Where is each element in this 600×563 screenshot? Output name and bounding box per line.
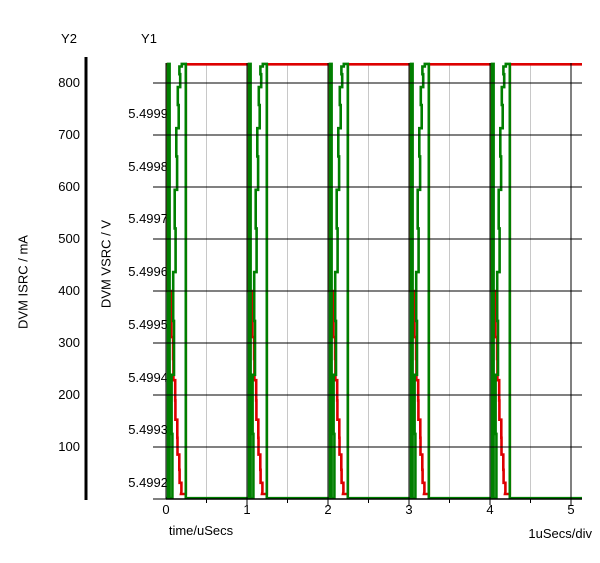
y1-tick-label: 5.4998: [128, 158, 168, 174]
y1-tick-label: 5.4995: [128, 316, 168, 332]
y1-tick-label: 5.4997: [128, 211, 168, 227]
x-tick-label: 0: [162, 502, 170, 517]
y2-tick-label: 100: [58, 439, 80, 454]
y1-tick-label: 5.4993: [128, 422, 168, 438]
x-tick-label: 5: [567, 502, 575, 517]
x-tick-label: 2: [324, 502, 332, 517]
y1-tick-label: 5.4999: [128, 106, 168, 121]
y2-tick-label: 500: [58, 231, 80, 246]
y2-tick-label: 200: [58, 387, 80, 402]
x-axis-scale-label: 1uSecs/div: [528, 526, 592, 541]
x-axis-label: time/uSecs: [168, 523, 234, 538]
y1-axis-title: Y1: [141, 31, 157, 46]
y2-tick-label: 700: [58, 127, 80, 142]
y2-axis-title: Y2: [61, 31, 77, 46]
x-tick-label: 4: [486, 502, 494, 517]
y2-tick-label: 600: [58, 179, 80, 194]
y1-tick-label: 5.4996: [128, 264, 168, 280]
y1-tick-label: 5.4994: [128, 369, 168, 385]
y2-tick-label: 300: [58, 335, 80, 350]
vsrc-trace: [166, 62, 582, 500]
x-tick-label: 1: [243, 502, 251, 517]
isrc-trace: [166, 63, 582, 496]
y1-tick-label: 5.4992: [128, 474, 168, 490]
x-tick-label: 3: [405, 502, 413, 517]
y2-tick-label: 400: [58, 283, 80, 298]
y2-tick-label: 800: [58, 75, 80, 90]
